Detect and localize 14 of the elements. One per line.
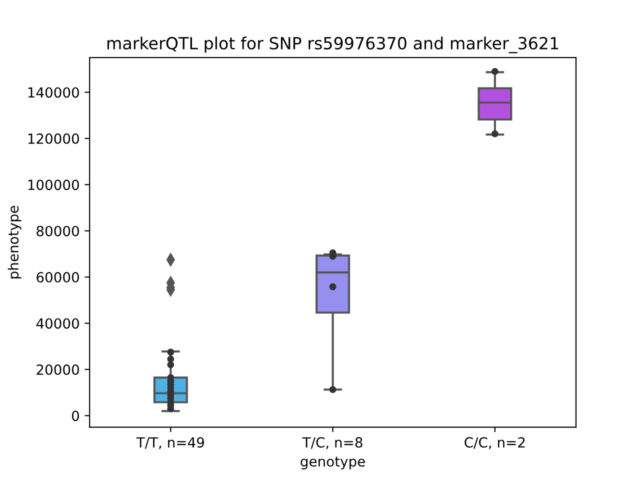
chart-title: markerQTL plot for SNP rs59976370 and marker_3621: [107, 36, 558, 54]
x-tick-label: T/C, n=8: [302, 437, 362, 450]
y-tick-label: 140000: [28, 87, 79, 98]
x-tick-label: T/T, n=49: [136, 437, 204, 450]
y-tick-label: 0: [72, 410, 79, 422]
y-tick-label: 40000: [36, 318, 79, 329]
y-tick-label: 120000: [28, 133, 79, 144]
y-tick-label: 80000: [36, 226, 79, 236]
x-axis-title: genotype: [300, 456, 365, 470]
y-tick-label: 100000: [28, 180, 79, 190]
y-tick-label: 60000: [36, 272, 79, 283]
x-tick-label: C/C, n=2: [464, 437, 525, 450]
y-tick-label: 20000: [36, 364, 79, 375]
y-axis-title: phenotype: [8, 206, 22, 278]
